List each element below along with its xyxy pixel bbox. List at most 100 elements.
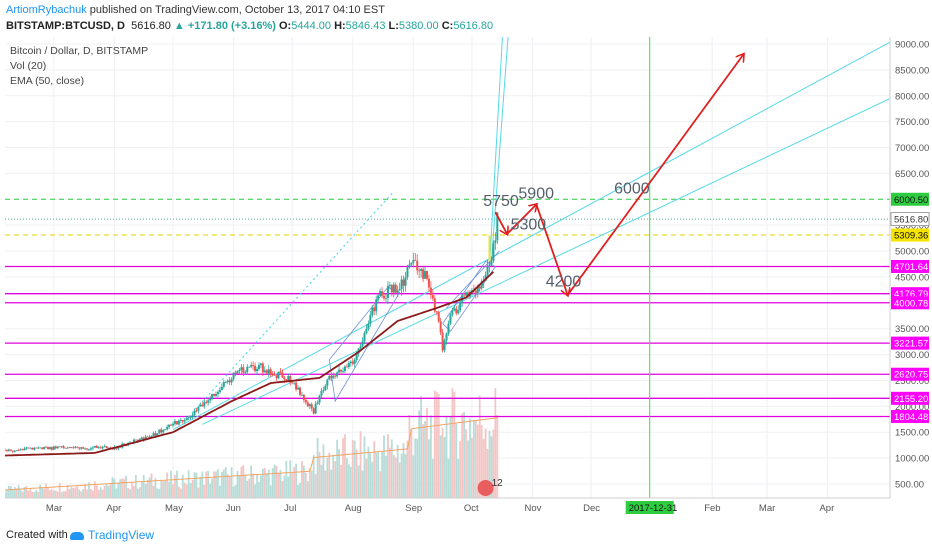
candle-body [19,449,22,451]
candle-body [222,382,225,387]
price-badge-label: 4701.64 [894,262,928,273]
open-value: 5444.00 [291,20,331,32]
candle-body [91,447,94,449]
volume-bar [336,439,339,498]
price-badge-box [891,228,929,242]
volume-bar [459,441,462,498]
candle-body [332,375,335,378]
candle-body [226,380,229,383]
candle-body [480,281,483,289]
volume-bar [8,485,10,498]
volume-bar [197,487,200,498]
volume-bar [181,474,184,498]
volume-bar [68,489,71,498]
price-badge-label: 1804.48 [894,412,928,423]
candle-body [322,390,325,391]
volume-bar [308,468,311,498]
volume-bar [191,479,194,498]
tradingview-logo[interactable]: TradingView [70,528,154,542]
candle-body [418,270,421,272]
chart-legend: Bitcoin / Dollar, D, BITSTAMP Vol (20) E… [10,44,148,89]
candle-body [82,447,85,449]
legend-title: Bitcoin / Dollar, D, BITSTAMP [10,45,149,57]
volume-bar [410,429,413,498]
candle-body [150,435,153,438]
candle-body [170,424,173,426]
volume-bar [371,461,374,498]
candle-body [201,404,204,407]
candle-body [437,312,440,322]
price-badge-label: 5616.80 [894,215,928,226]
volume-bar [111,477,114,498]
candle-body [420,269,423,271]
candle-body [431,295,434,299]
volume-bar [439,435,442,498]
volume-bar [467,440,469,498]
candle-body [33,447,36,450]
volume-bar [246,480,249,498]
volume-bar [78,489,81,498]
volume-bar [318,451,321,498]
volume-bar [5,492,6,498]
candle-body [84,448,87,450]
ideas-badge-icon[interactable] [477,480,494,496]
candle-body [326,379,329,386]
candle-body [7,449,10,451]
author-link[interactable]: ArtiomRybachuk [6,4,87,16]
candle-body [160,429,163,433]
candle-body [259,363,262,366]
candle-body [422,269,425,279]
close-value: 5616.80 [453,20,494,32]
candle-body [299,387,301,395]
volume-bar [275,465,278,498]
volume-bar [457,458,460,498]
volume-bar [54,490,57,498]
volume-bar [306,481,309,498]
candle-body [189,416,192,418]
volume-bar [205,471,208,498]
candle-body [183,420,186,422]
candle-body [70,447,73,448]
volume-bar [156,488,159,498]
date-badge-label: 2017-12-31 [629,503,678,514]
volume-bar [113,478,116,498]
candle-body [48,447,51,450]
candle-body [50,447,53,450]
candle-body [17,450,20,451]
candle-body [244,372,247,373]
volume-bar [469,418,471,498]
price-badge-label: 4176.79 [894,289,928,300]
price-tick-label: 500.00 [895,480,924,491]
volume-bar [129,489,131,498]
volume-bar [363,436,366,498]
volume-bar [170,470,172,498]
price-level-badge: 4000.78 [891,296,929,310]
price-level-badge: 2155.20 [891,391,929,405]
candle-body [97,447,100,449]
candle-body [107,447,110,449]
month-tick-label: Mar [46,503,62,514]
volume-bar [320,464,323,498]
volume-bar [388,447,391,498]
volume-bar [437,394,440,498]
volume-bar [179,488,182,498]
price-badge-box [891,192,929,206]
candle-body [394,284,397,293]
candle-body [390,284,393,293]
price-badge-box [891,336,929,350]
candle-body [187,417,190,419]
candle-body [64,447,67,449]
trend-line-steep [490,37,509,262]
volume-bars [5,388,499,498]
candle-body [459,301,462,311]
volume-bar [50,489,53,498]
volume-bar [496,415,499,498]
candle-body [388,284,391,286]
candle-body [383,295,386,299]
candle-body [191,415,194,417]
volume-bar [47,487,49,498]
candle-body [312,408,315,414]
price-tick-label: 8500.00 [895,65,929,76]
volume-bar [250,465,253,498]
